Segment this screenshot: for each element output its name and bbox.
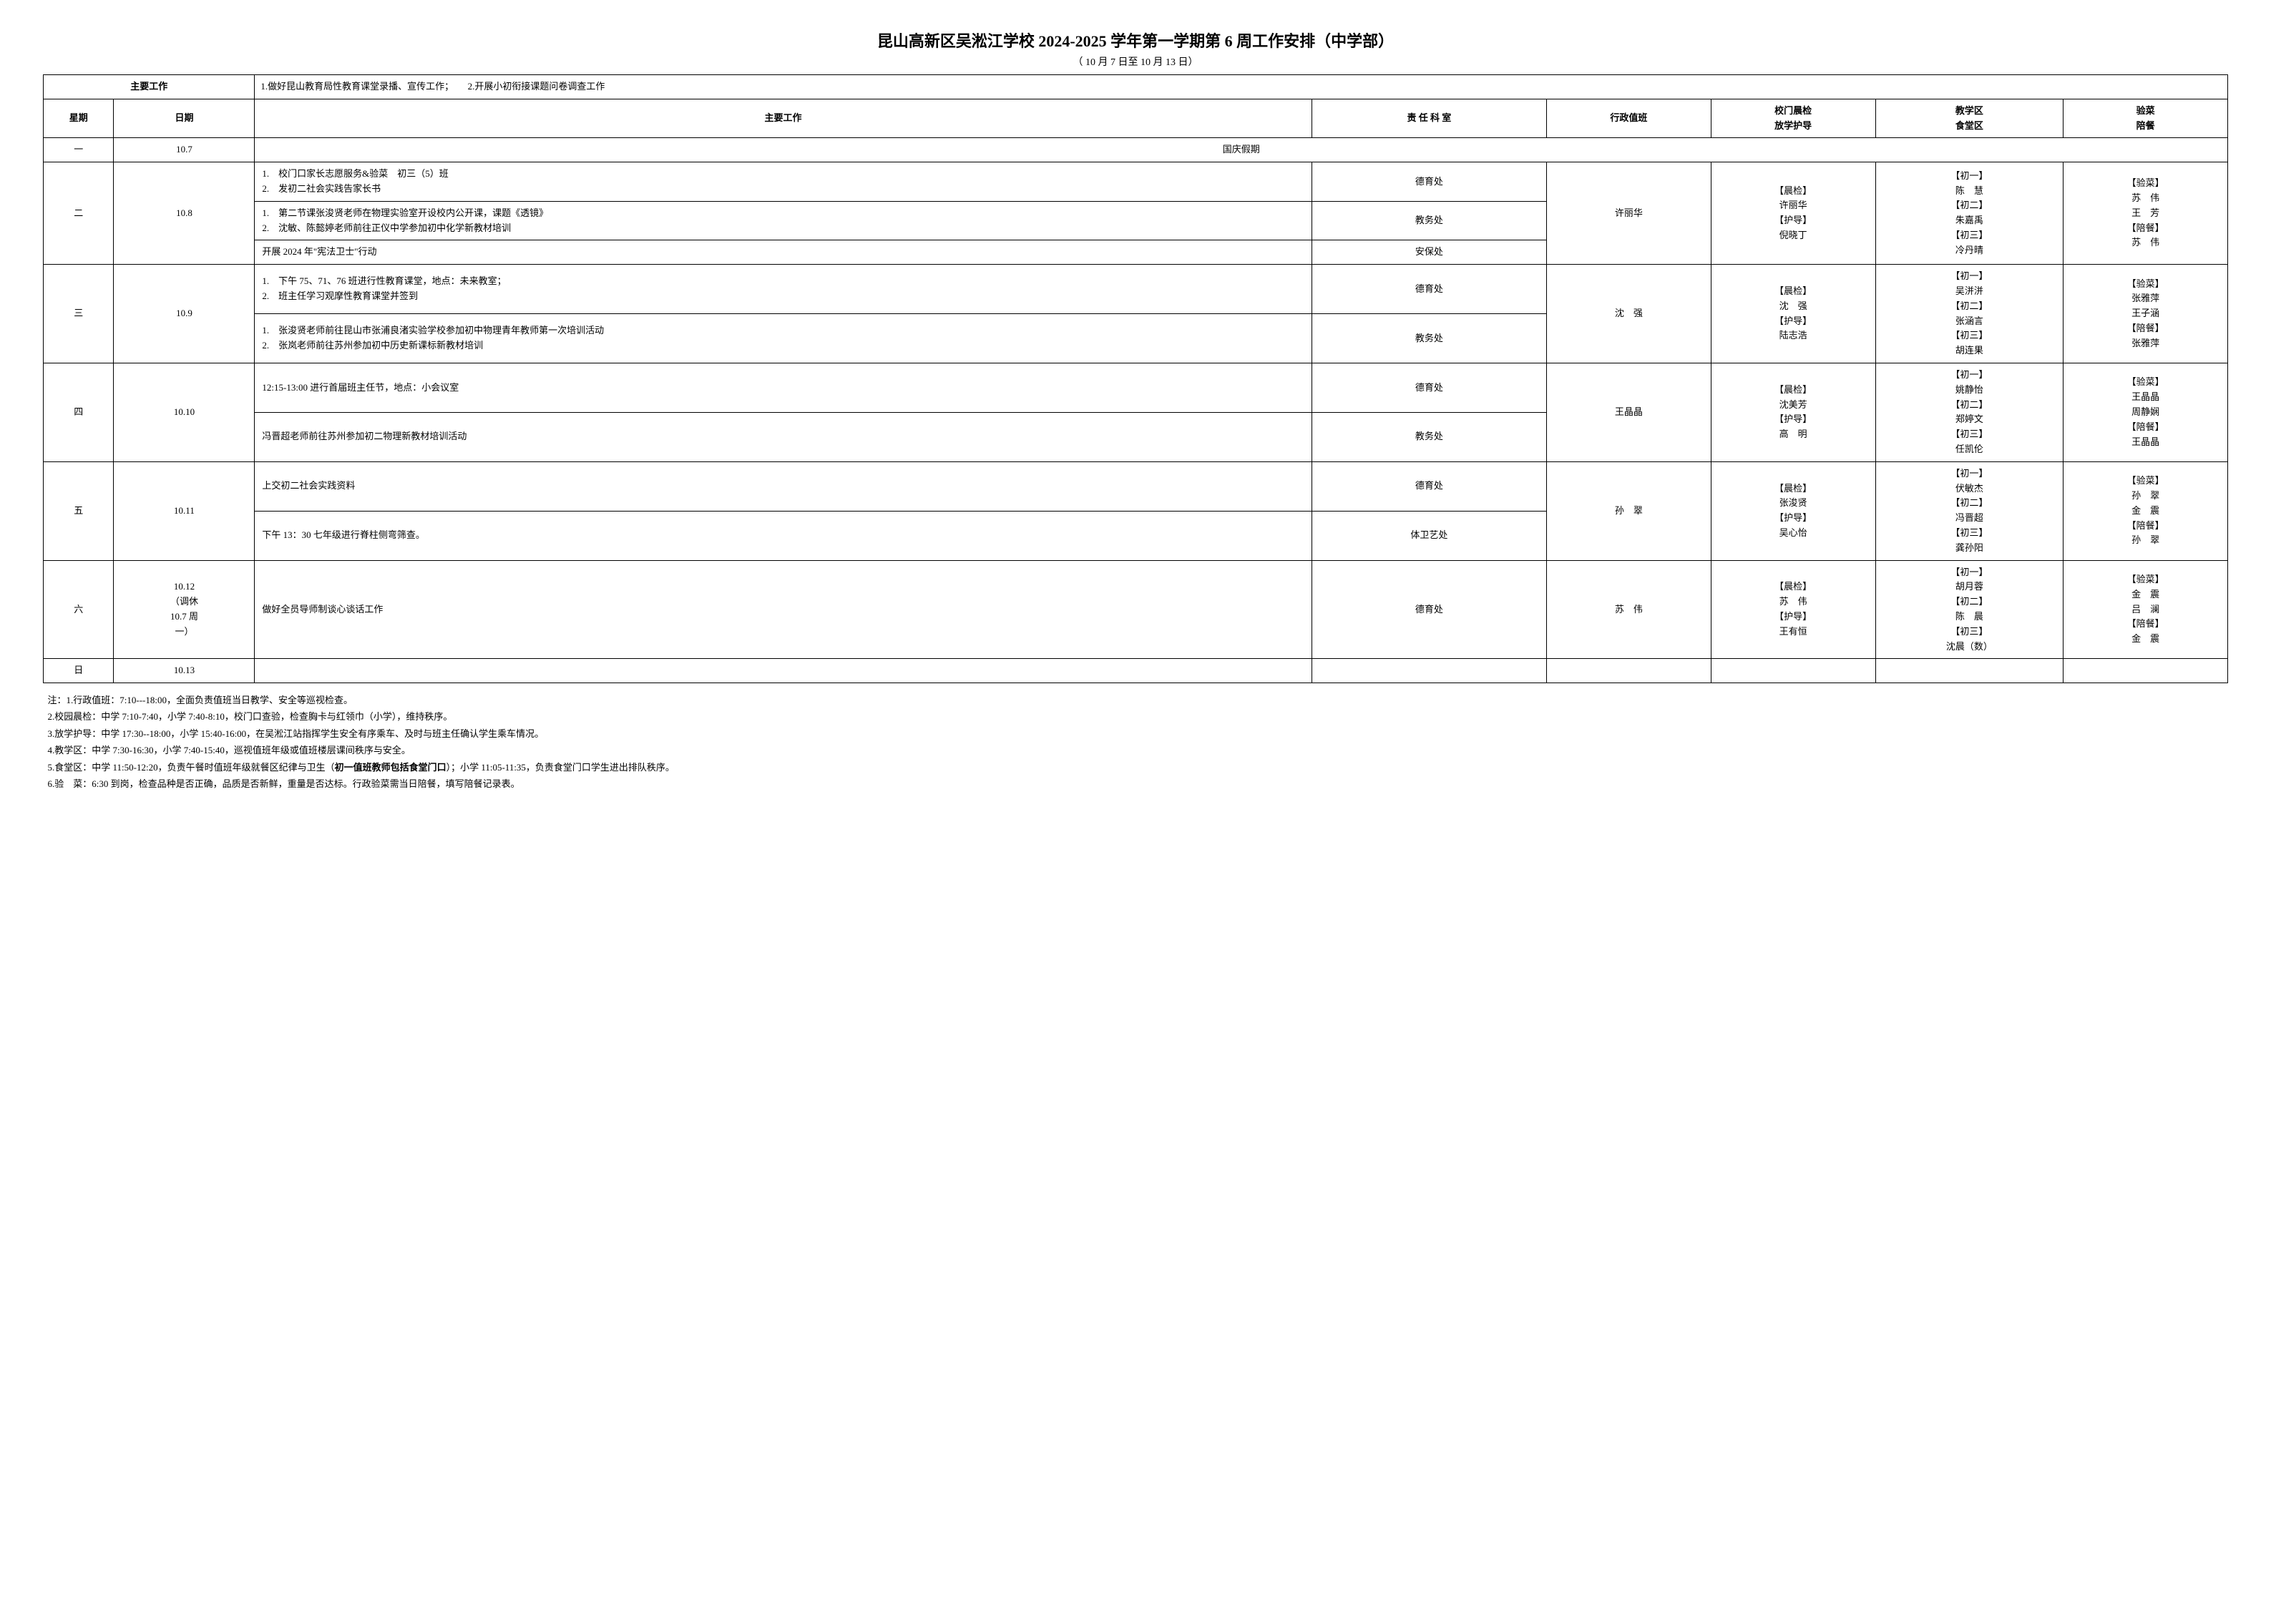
weekday-cell: 日	[44, 659, 114, 683]
header-date: 日期	[114, 99, 255, 138]
work-item: 1. 第二节课张浚贤老师在物理实验室开设校内公开课，课题《透镜》	[262, 206, 1305, 221]
dept-cell: 安保处	[1312, 240, 1546, 265]
work-cell	[255, 659, 1312, 683]
main-work-label: 主要工作	[44, 75, 255, 99]
work-item: 2. 张岚老师前往苏州参加初中历史新课标新教材培训	[262, 338, 1305, 353]
gate-cell: 【晨检】 许丽华 【护导】 倪晓丁	[1711, 162, 1875, 265]
dept-cell: 教务处	[1312, 201, 1546, 240]
header-weekday: 星期	[44, 99, 114, 138]
work-item: 2. 沈敏、陈懿婷老师前往正仪中学参加初中化学新教材培训	[262, 221, 1305, 236]
zone-cell: 【初一】 胡月蓉 【初二】 陈 晨 【初三】 沈晨（数）	[1875, 560, 2064, 659]
work-item: 做好全员导师制谈心谈话工作	[262, 602, 1305, 617]
meal-cell: 【验菜】 王晶晶 周静娴 【陪餐】 王晶晶	[2064, 363, 2228, 461]
dept-cell: 教务处	[1312, 412, 1546, 461]
gate-cell: 【晨检】 张浚贤 【护导】 吴心怡	[1711, 461, 1875, 560]
note-line: 2.校园晨检：中学 7:10-7:40，小学 7:40-8:10，校门口查验，检…	[43, 708, 2228, 725]
meal-cell	[2064, 659, 2228, 683]
document-title: 昆山高新区吴淞江学校 2024-2025 学年第一学期第 6 周工作安排（中学部…	[43, 29, 2228, 52]
weekday-cell: 一	[44, 138, 114, 162]
work-item: 2. 班主任学习观摩性教育课堂并签到	[262, 289, 1305, 304]
zone-cell: 【初一】 姚静怡 【初二】 郑婷文 【初三】 任凯伦	[1875, 363, 2064, 461]
meal-cell: 【验菜】 张雅萍 王子涵 【陪餐】 张雅萍	[2064, 265, 2228, 363]
dept-cell: 德育处	[1312, 461, 1546, 511]
dept-cell: 德育处	[1312, 363, 1546, 412]
holiday-cell: 国庆假期	[255, 138, 2228, 162]
date-cell: 10.13	[114, 659, 255, 683]
work-item: 开展 2024 年"宪法卫士"行动	[262, 245, 1305, 260]
header-duty: 行政值班	[1546, 99, 1711, 138]
date-cell: 10.11	[114, 461, 255, 560]
dept-cell: 德育处	[1312, 560, 1546, 659]
zone-cell: 【初一】 陈 慧 【初二】 朱嘉禹 【初三】 冷丹晴	[1875, 162, 2064, 265]
work-cell: 12:15-13:00 进行首届班主任节，地点：小会议室	[255, 363, 1312, 412]
zone-cell: 【初一】 吴洴洴 【初二】 张涵言 【初三】 胡连果	[1875, 265, 2064, 363]
work-cell: 1. 下午 75、71、76 班进行性教育课堂，地点：未来教室；2. 班主任学习…	[255, 265, 1312, 314]
dept-cell: 德育处	[1312, 162, 1546, 202]
work-item: 2. 发初二社会实践告家长书	[262, 182, 1305, 197]
note-line: 5.食堂区：中学 11:50-12:20，负责午餐时值班年级就餐区纪律与卫生（初…	[43, 759, 2228, 776]
note-line: 6.验 菜：6:30 到岗，检查品种是否正确，品质是否新鲜，重量是否达标。行政验…	[43, 776, 2228, 792]
zone-cell: 【初一】 伏敏杰 【初二】 冯晋超 【初三】 龚孙阳	[1875, 461, 2064, 560]
work-cell: 1. 第二节课张浚贤老师在物理实验室开设校内公开课，课题《透镜》2. 沈敏、陈懿…	[255, 201, 1312, 240]
work-item: 上交初二社会实践资料	[262, 479, 1305, 494]
work-cell: 下午 13：30 七年级进行脊柱侧弯筛查。	[255, 511, 1312, 560]
schedule-table: 主要工作 1.做好昆山教育局性教育课堂录播、宣传工作； 2.开展小初衔接课题问卷…	[43, 74, 2228, 683]
work-item: 下午 13：30 七年级进行脊柱侧弯筛查。	[262, 528, 1305, 543]
duty-cell: 孙 翠	[1546, 461, 1711, 560]
note-line: 4.教学区：中学 7:30-16:30，小学 7:40-15:40，巡视值班年级…	[43, 742, 2228, 758]
weekday-cell: 六	[44, 560, 114, 659]
weekday-cell: 五	[44, 461, 114, 560]
notes-section: 注：1.行政值班：7:10---18:00，全面负责值班当日教学、安全等巡视检查…	[43, 692, 2228, 792]
gate-cell	[1711, 659, 1875, 683]
duty-cell: 沈 强	[1546, 265, 1711, 363]
work-cell: 上交初二社会实践资料	[255, 461, 1312, 511]
work-cell: 1. 校门口家长志愿服务&验菜 初三（5）班2. 发初二社会实践告家长书	[255, 162, 1312, 202]
gate-cell: 【晨检】 沈 强 【护导】 陆志浩	[1711, 265, 1875, 363]
meal-cell: 【验菜】 苏 伟 王 芳 【陪餐】 苏 伟	[2064, 162, 2228, 265]
document-subtitle: （ 10 月 7 日至 10 月 13 日）	[43, 54, 2228, 69]
work-item: 1. 校门口家长志愿服务&验菜 初三（5）班	[262, 167, 1305, 182]
work-cell: 1. 张浚贤老师前往昆山市张浦良渚实验学校参加初中物理青年教师第一次培训活动2.…	[255, 314, 1312, 363]
dept-cell: 体卫艺处	[1312, 511, 1546, 560]
dept-cell: 教务处	[1312, 314, 1546, 363]
gate-cell: 【晨检】 苏 伟 【护导】 王有恒	[1711, 560, 1875, 659]
main-work-content: 1.做好昆山教育局性教育课堂录播、宣传工作； 2.开展小初衔接课题问卷调查工作	[255, 75, 2228, 99]
duty-cell: 苏 伟	[1546, 560, 1711, 659]
header-dept: 责 任 科 室	[1312, 99, 1546, 138]
work-cell: 冯晋超老师前往苏州参加初二物理新教材培训活动	[255, 412, 1312, 461]
dept-cell	[1312, 659, 1546, 683]
weekday-cell: 四	[44, 363, 114, 461]
work-item: 冯晋超老师前往苏州参加初二物理新教材培训活动	[262, 429, 1305, 444]
note-line: 3.放学护导：中学 17:30--18:00，小学 15:40-16:00，在吴…	[43, 725, 2228, 742]
header-zone: 教学区 食堂区	[1875, 99, 2064, 138]
date-cell: 10.7	[114, 138, 255, 162]
date-cell: 10.8	[114, 162, 255, 265]
header-work: 主要工作	[255, 99, 1312, 138]
weekday-cell: 二	[44, 162, 114, 265]
note-line: 注：1.行政值班：7:10---18:00，全面负责值班当日教学、安全等巡视检查…	[43, 692, 2228, 708]
meal-cell: 【验菜】 孙 翠 金 震 【陪餐】 孙 翠	[2064, 461, 2228, 560]
duty-cell	[1546, 659, 1711, 683]
duty-cell: 许丽华	[1546, 162, 1711, 265]
duty-cell: 王晶晶	[1546, 363, 1711, 461]
work-item: 1. 下午 75、71、76 班进行性教育课堂，地点：未来教室；	[262, 274, 1305, 289]
work-item: 12:15-13:00 进行首届班主任节，地点：小会议室	[262, 381, 1305, 396]
dept-cell: 德育处	[1312, 265, 1546, 314]
header-gate: 校门晨检 放学护导	[1711, 99, 1875, 138]
header-meal: 验菜 陪餐	[2064, 99, 2228, 138]
date-cell: 10.12 （调休 10.7 周 一）	[114, 560, 255, 659]
weekday-cell: 三	[44, 265, 114, 363]
date-cell: 10.10	[114, 363, 255, 461]
work-cell: 做好全员导师制谈心谈话工作	[255, 560, 1312, 659]
gate-cell: 【晨检】 沈美芳 【护导】 高 明	[1711, 363, 1875, 461]
work-cell: 开展 2024 年"宪法卫士"行动	[255, 240, 1312, 265]
work-item: 1. 张浚贤老师前往昆山市张浦良渚实验学校参加初中物理青年教师第一次培训活动	[262, 323, 1305, 338]
date-cell: 10.9	[114, 265, 255, 363]
zone-cell	[1875, 659, 2064, 683]
meal-cell: 【验菜】 金 震 吕 澜 【陪餐】 金 震	[2064, 560, 2228, 659]
